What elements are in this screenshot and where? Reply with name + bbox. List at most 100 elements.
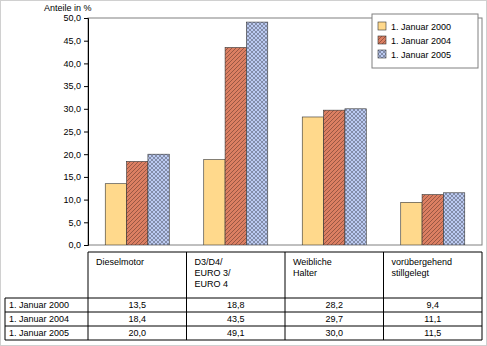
plot-frame: [88, 18, 482, 245]
table-line: [482, 252, 483, 340]
table-line: [5, 312, 482, 313]
y-tick: 0,0: [68, 240, 88, 250]
table-value: 9,4: [426, 300, 439, 310]
category-label-line: D3/D4/: [195, 257, 224, 267]
bar: [302, 117, 323, 245]
table-value: 20,0: [128, 328, 146, 338]
y-tick: 25,0: [63, 127, 88, 137]
legend-entry: 1. Januar 2005: [378, 50, 451, 60]
bar: [148, 154, 169, 245]
table-value: 11,1: [424, 314, 441, 324]
y-tick-label: 20,0: [63, 150, 81, 160]
y-tick: 10,0: [63, 195, 88, 205]
category-label-line: EURO 3/: [195, 268, 232, 278]
row-label: 1. Januar 2005: [9, 328, 69, 338]
chart: 0,0 5,0 10,0 15,0 20,0 25,0 30,0 35,0 40,0 45,0 50…: [0, 0, 487, 346]
bar: [204, 160, 225, 245]
y-tick-mark: [84, 132, 88, 133]
y-tick: 35,0: [63, 81, 88, 91]
category-label-line: Weibliche: [293, 257, 332, 267]
category-label-line: Dieselmotor: [96, 257, 144, 267]
table-line: [383, 252, 384, 340]
category-label: Dieselmotor: [96, 257, 144, 267]
row-label: 1. Januar 2000: [9, 300, 69, 310]
y-axis-line: [84, 19, 89, 246]
y-tick-label: 35,0: [63, 81, 81, 91]
table-line: [5, 298, 6, 340]
table-value: 13,5: [128, 300, 146, 310]
y-tick-mark: [84, 177, 88, 178]
legend-box: [372, 14, 478, 68]
table-line: [88, 252, 89, 340]
legend-entry: 1. Januar 2004: [378, 36, 451, 46]
y-tick-mark: [84, 109, 88, 110]
table-value: 29,7: [325, 314, 343, 324]
y-tick-label: 40,0: [63, 59, 81, 69]
legend: 1. Januar 2000 1. Januar 2004 1. Januar 20…: [372, 14, 478, 68]
category-label: WeiblicheHalter: [293, 257, 332, 278]
y-tick-label: 15,0: [63, 172, 81, 182]
category-label-line: stillgelegt: [392, 268, 430, 278]
background: [1, 1, 487, 346]
bar: [422, 195, 443, 245]
legend-swatch: [378, 36, 386, 44]
bar: [345, 109, 366, 245]
y-tick-mark: [84, 86, 88, 87]
category-label: vorübergehendstillgelegt: [392, 257, 453, 278]
category-label-line: EURO 4: [195, 279, 229, 289]
y-tick: 15,0: [63, 172, 88, 182]
table-line: [5, 298, 482, 299]
y-tick: 30,0: [63, 104, 88, 114]
y-tick-label: 10,0: [63, 195, 81, 205]
y-tick-mark: [84, 18, 88, 19]
bars: [105, 22, 465, 245]
legend-swatch: [378, 50, 386, 58]
legend-entry: 1. Januar 2000: [378, 22, 451, 32]
bar: [324, 110, 345, 245]
y-axis: 0,0 5,0 10,0 15,0 20,0 25,0 30,0 35,0 40,0 45,0 50…: [63, 13, 88, 250]
table-value: 18,4: [128, 314, 146, 324]
table-line: [285, 252, 286, 340]
table-value: 18,8: [227, 300, 245, 310]
table-value: 28,2: [325, 300, 343, 310]
y-tick: 20,0: [63, 150, 88, 160]
bar: [105, 184, 126, 245]
y-tick-mark: [84, 41, 88, 42]
y-tick-label: 30,0: [63, 104, 81, 114]
y-tick-label: 45,0: [63, 36, 81, 46]
legend-label: 1. Januar 2000: [391, 22, 451, 32]
table-line: [186, 252, 187, 340]
y-tick-mark: [84, 245, 88, 246]
row-label: 1. Januar 2004: [9, 314, 69, 324]
y-tick-label: 5,0: [68, 218, 81, 228]
bar: [246, 22, 267, 245]
bar: [443, 193, 464, 245]
legend-label: 1. Januar 2005: [391, 50, 451, 60]
bar: [401, 202, 422, 245]
table-line: [5, 340, 482, 341]
y-tick-mark: [84, 154, 88, 155]
y-tick-mark: [84, 222, 88, 223]
legend-label: 1. Januar 2004: [391, 36, 451, 46]
category-label-line: vorübergehend: [392, 257, 453, 267]
table-value: 30,0: [325, 328, 343, 338]
data-table: Dieselmotor D3/D4/EURO 3/EURO 4 WeiblicheH…: [5, 252, 482, 340]
y-axis-title: Anteile in %: [44, 3, 92, 13]
category-label-line: Halter: [293, 268, 317, 278]
y-tick: 45,0: [63, 36, 88, 46]
table-value: 11,5: [424, 328, 441, 338]
y-tick: 5,0: [68, 218, 88, 228]
bar: [225, 48, 246, 245]
table-value: 49,1: [227, 328, 245, 338]
bar: [127, 161, 148, 245]
table-line: [5, 326, 482, 327]
y-tick: 40,0: [63, 59, 88, 69]
y-tick-mark: [84, 63, 88, 64]
y-tick-mark: [84, 200, 88, 201]
y-tick-label: 25,0: [63, 127, 81, 137]
legend-swatch: [378, 22, 386, 30]
y-tick-label: 0,0: [68, 240, 81, 250]
category-label: D3/D4/EURO 3/EURO 4: [195, 257, 232, 289]
y-tick-label: 50,0: [63, 13, 81, 23]
y-tick: 50,0: [63, 13, 88, 23]
